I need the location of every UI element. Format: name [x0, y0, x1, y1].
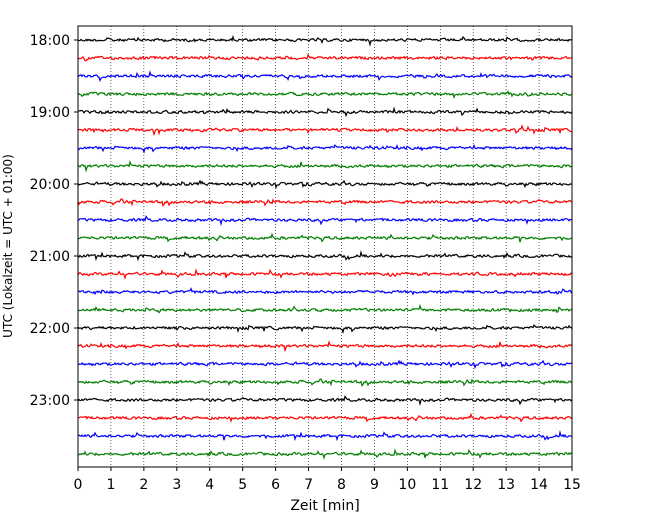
y-tick-label: 18:00 [30, 33, 70, 49]
y-axis: 18:00 19:00 20:00 21:00 22:00 23:00 [30, 33, 78, 409]
x-tick-label: 15 [563, 477, 581, 493]
seismic-trace [77, 412, 573, 423]
seismic-trace [77, 359, 573, 370]
seismic-trace [77, 90, 573, 100]
y-tick-label: 22:00 [30, 321, 70, 337]
x-tick-label: 9 [370, 477, 379, 493]
seismic-trace [77, 198, 573, 207]
x-tick-label: 14 [530, 477, 548, 493]
seismic-trace [77, 215, 573, 227]
seismic-trace [77, 106, 573, 118]
seismic-trace [77, 395, 573, 407]
x-tick-label: 0 [74, 477, 83, 493]
seismic-trace [77, 250, 573, 262]
x-tick-label: 12 [464, 477, 482, 493]
y-tick-label: 21:00 [30, 249, 70, 265]
y-tick-label: 23:00 [30, 393, 70, 409]
seismic-trace [77, 53, 573, 62]
x-tick-label: 3 [172, 477, 181, 493]
seismic-trace [77, 287, 573, 296]
y-tick-label: 20:00 [30, 177, 70, 193]
seismic-trace [77, 268, 573, 280]
x-tick-label: 4 [205, 477, 214, 493]
x-tick-label: 10 [398, 477, 416, 493]
x-tick-label: 1 [106, 477, 115, 493]
seismic-traces [77, 34, 573, 460]
x-axis: 0 1 2 3 4 5 6 7 8 9 10 11 12 13 14 15 [74, 467, 581, 493]
seismic-trace [77, 34, 573, 47]
seismic-trace [77, 143, 573, 155]
seismic-trace [77, 340, 573, 353]
seismic-trace [77, 378, 573, 387]
x-tick-label: 6 [271, 477, 280, 493]
x-tick-label: 5 [238, 477, 247, 493]
x-tick-label: 11 [431, 477, 449, 493]
seismic-trace [77, 179, 573, 190]
x-tick-label: 8 [337, 477, 346, 493]
seismic-trace [77, 124, 573, 137]
y-axis-title: UTC (Lokalzeit = UTC + 01:00) [1, 154, 15, 338]
x-axis-title: Zeit [min] [290, 498, 359, 514]
y-tick-label: 19:00 [30, 105, 70, 121]
seismic-trace [77, 70, 573, 83]
x-tick-label: 2 [139, 477, 148, 493]
seismic-trace [77, 232, 573, 243]
seismic-trace [77, 324, 573, 335]
seismic-trace [77, 303, 573, 314]
seismic-trace [77, 430, 573, 442]
seismic-trace [77, 160, 573, 173]
x-tick-label: 7 [304, 477, 313, 493]
seismic-trace [77, 448, 573, 460]
plot-frame [77, 25, 573, 468]
x-tick-label: 13 [497, 477, 515, 493]
